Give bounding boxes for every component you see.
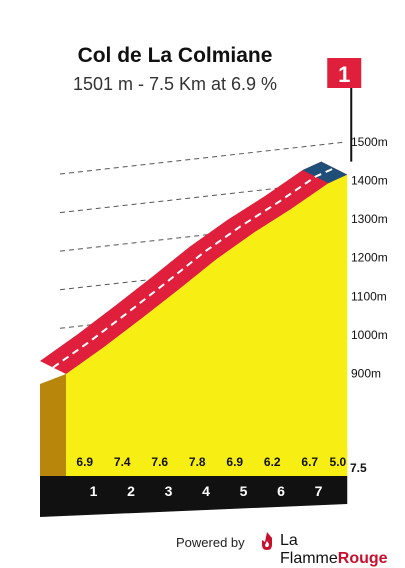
distance-tick-label: 7 <box>315 483 323 499</box>
altitude-tick-label: 900m <box>351 366 381 380</box>
distance-end-label: 7.5 <box>350 461 367 475</box>
altitude-tick-label: 1100m <box>351 289 387 303</box>
brand-name: La FlammeRouge <box>280 532 405 568</box>
chart-subtitle: 1501 m - 7.5 Km at 6.9 % <box>72 74 278 94</box>
category-badge <box>327 58 362 88</box>
altitude-tick-label: 1500m <box>351 135 388 149</box>
category-badge-label: 1 <box>338 62 350 87</box>
road-band <box>40 161 348 375</box>
gradient-label: 5.0 <box>330 455 347 469</box>
distance-tick-label: 5 <box>240 483 248 499</box>
gradient-label: 6.9 <box>226 455 243 469</box>
gradient-label: 7.6 <box>151 455 168 469</box>
distance-base <box>40 476 348 517</box>
altitude-tick-label: 1400m <box>351 174 388 188</box>
gradient-label: 6.9 <box>76 455 93 469</box>
gradient-label: 7.4 <box>114 455 131 469</box>
altitude-tick-label: 1200m <box>351 251 388 265</box>
altitude-gridline <box>59 218 347 252</box>
profile-area <box>66 174 348 476</box>
gradient-strip <box>66 446 348 476</box>
altitude-gridline <box>59 141 347 175</box>
footer: Powered by La FlammeRouge <box>0 531 405 567</box>
altitude-tick-label: 1000m <box>351 328 388 342</box>
elevation-profile: 900m 1000m 1100m 1200m 1300m 1400m 1500m 6.9 7.4… <box>40 58 388 517</box>
distance-tick-label: 3 <box>165 483 173 499</box>
gradient-label: 7.8 <box>189 455 206 469</box>
road-center-line <box>52 167 335 369</box>
altitude-gridline <box>59 180 347 214</box>
altitude-gridline <box>59 257 347 291</box>
gradient-label: 6.7 <box>301 455 318 469</box>
gradient-label: 6.2 <box>264 455 281 469</box>
brand-accent: Rouge <box>337 550 388 567</box>
distance-tick-label: 6 <box>277 483 285 499</box>
distance-tick-label: 2 <box>127 483 135 499</box>
profile-side-face <box>40 374 66 476</box>
powered-by-text: Powered by <box>176 535 245 550</box>
distance-tick-label: 1 <box>90 483 98 499</box>
chart-title: Col de La Colmiane <box>77 44 273 67</box>
altitude-tick-label: 1300m <box>351 212 388 226</box>
flame-logo-icon <box>262 532 272 550</box>
distance-tick-label: 4 <box>202 483 210 499</box>
summit-segment <box>302 161 348 184</box>
brand-main: La Flamme <box>280 532 338 567</box>
